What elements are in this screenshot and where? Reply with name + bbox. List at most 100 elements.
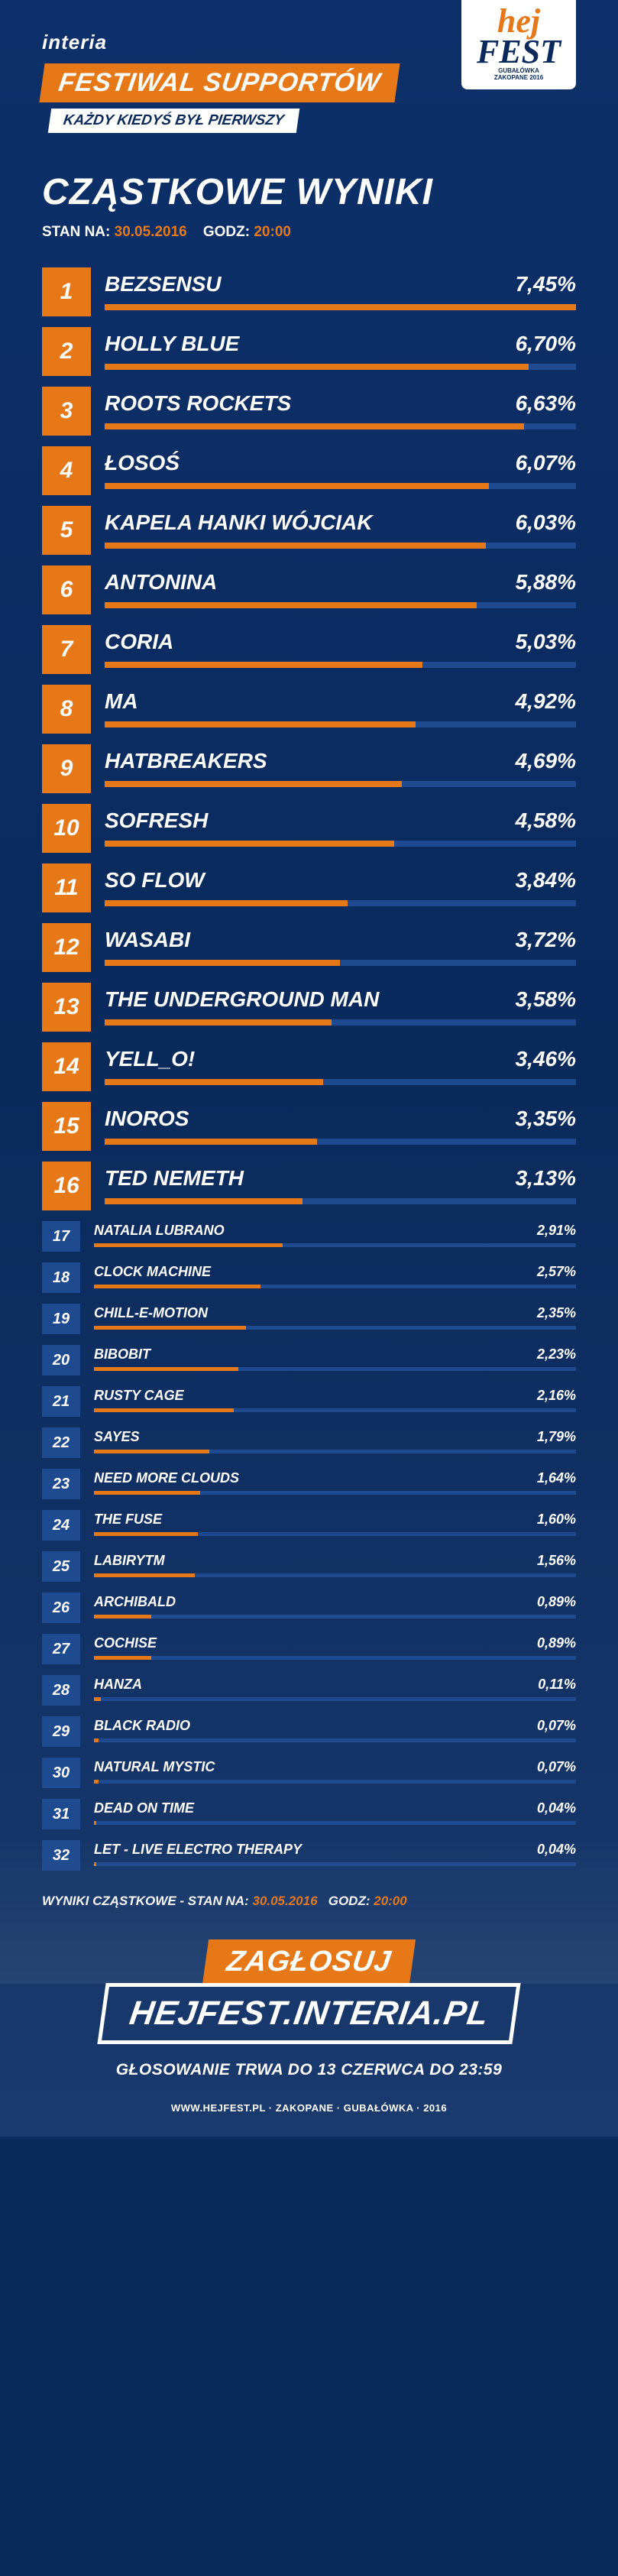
rank-box: 9 xyxy=(42,744,91,793)
bar-fill xyxy=(94,1862,96,1866)
rank-box: 29 xyxy=(42,1716,80,1747)
bar-track xyxy=(105,1139,576,1145)
bar-track xyxy=(94,1367,576,1371)
footer-note: WYNIKI CZĄSTKOWE - STAN NA: 30.05.2016 G… xyxy=(42,1894,576,1909)
percent-value: 5,88% xyxy=(516,570,576,595)
bar-fill xyxy=(105,781,402,787)
percent-value: 1,64% xyxy=(537,1470,576,1486)
rank-box: 18 xyxy=(42,1262,80,1293)
festival-banner: FESTIWAL SUPPORTÓW xyxy=(39,63,400,102)
percent-value: 0,07% xyxy=(537,1759,576,1775)
band-name: DEAD ON TIME xyxy=(94,1800,194,1816)
band-name: MA xyxy=(105,689,138,714)
band-name: SAYES xyxy=(94,1429,140,1445)
band-name: BLACK RADIO xyxy=(94,1718,190,1734)
band-name: CORIA xyxy=(105,630,173,654)
bar-track xyxy=(105,602,576,608)
bar-track xyxy=(105,662,576,668)
band-name: TED NEMETH xyxy=(105,1166,244,1191)
rank-box: 6 xyxy=(42,565,91,614)
band-name: COCHISE xyxy=(94,1635,157,1651)
band-name: KAPELA HANKI WÓJCIAK xyxy=(105,510,373,535)
result-row: 1BEZSENSU7,45% xyxy=(42,267,576,316)
bar-fill xyxy=(105,1079,323,1085)
bar-track xyxy=(94,1326,576,1330)
bar-track xyxy=(94,1862,576,1866)
percent-value: 0,11% xyxy=(538,1677,576,1693)
bar-fill xyxy=(94,1656,151,1660)
result-row: 10SOFRESH4,58% xyxy=(42,804,576,853)
band-name: SOFRESH xyxy=(105,808,208,833)
bar-fill xyxy=(94,1285,260,1288)
bar-fill xyxy=(94,1697,101,1701)
result-row: 24THE FUSE1,60% xyxy=(42,1510,576,1541)
bar-track xyxy=(105,960,576,966)
bar-track xyxy=(105,721,576,727)
bar-fill xyxy=(94,1326,246,1330)
result-row: 8MA4,92% xyxy=(42,685,576,734)
percent-value: 0,04% xyxy=(537,1800,576,1816)
rank-box: 13 xyxy=(42,983,91,1032)
bar-track xyxy=(94,1697,576,1701)
percent-value: 2,57% xyxy=(537,1264,576,1280)
bar-fill xyxy=(94,1367,238,1371)
bar-track xyxy=(105,304,576,310)
band-name: BIBOBIT xyxy=(94,1346,150,1363)
bar-area: NATALIA LUBRANO2,91% xyxy=(94,1221,576,1252)
bar-fill xyxy=(94,1780,99,1784)
percent-value: 0,89% xyxy=(537,1594,576,1610)
cta-vote-button[interactable]: ZAGŁOSUJ xyxy=(202,1939,416,1985)
rank-box: 7 xyxy=(42,625,91,674)
bar-fill xyxy=(94,1243,283,1247)
bar-area: BLACK RADIO0,07% xyxy=(94,1716,576,1747)
result-row: 28HANZA0,11% xyxy=(42,1675,576,1706)
result-row: 2HOLLY BLUE6,70% xyxy=(42,327,576,376)
results-list: 1BEZSENSU7,45%2HOLLY BLUE6,70%3ROOTS ROC… xyxy=(42,267,576,1871)
rank-box: 23 xyxy=(42,1469,80,1499)
bar-fill xyxy=(94,1615,151,1619)
cta-section: ZAGŁOSUJ HEJFEST.INTERIA.PL GŁOSOWANIE T… xyxy=(42,1939,576,2079)
bar-area: INOROS3,35% xyxy=(105,1102,576,1151)
result-row: 25LABIRYTM1,56% xyxy=(42,1551,576,1582)
rank-box: 2 xyxy=(42,327,91,376)
bar-area: TED NEMETH3,13% xyxy=(105,1162,576,1210)
bar-fill xyxy=(105,602,477,608)
rank-box: 14 xyxy=(42,1042,91,1091)
bar-area: BIBOBIT2,23% xyxy=(94,1345,576,1375)
rank-box: 28 xyxy=(42,1675,80,1706)
bar-track xyxy=(94,1780,576,1784)
result-row: 31DEAD ON TIME0,04% xyxy=(42,1799,576,1829)
percent-value: 4,58% xyxy=(516,808,576,833)
bar-fill xyxy=(105,721,416,727)
bar-area: ANTONINA5,88% xyxy=(105,565,576,614)
bottom-credits: WWW.HEJFEST.PL · ZAKOPANE · GUBAŁÓWKA · … xyxy=(42,2102,576,2114)
bar-track xyxy=(94,1573,576,1577)
bar-track xyxy=(94,1738,576,1742)
rank-box: 27 xyxy=(42,1634,80,1664)
result-row: 17NATALIA LUBRANO2,91% xyxy=(42,1221,576,1252)
result-row: 18CLOCK MACHINE2,57% xyxy=(42,1262,576,1293)
rank-box: 32 xyxy=(42,1840,80,1871)
percent-value: 1,56% xyxy=(537,1553,576,1569)
bar-fill xyxy=(105,1198,303,1204)
bar-area: COCHISE0,89% xyxy=(94,1634,576,1664)
cta-url[interactable]: HEJFEST.INTERIA.PL xyxy=(97,1983,521,2044)
header-left: interia FESTIWAL SUPPORTÓW KAŻDY KIEDYŚ … xyxy=(42,31,461,133)
percent-value: 2,35% xyxy=(537,1305,576,1321)
bar-fill xyxy=(94,1408,234,1412)
page-title: CZĄSTKOWE WYNIKI xyxy=(42,171,576,213)
bar-area: MA 4,92% xyxy=(105,685,576,734)
percent-value: 7,45% xyxy=(516,272,576,296)
interia-logo: interia xyxy=(42,31,461,54)
percent-value: 4,92% xyxy=(516,689,576,714)
rank-box: 24 xyxy=(42,1510,80,1541)
bar-track xyxy=(94,1243,576,1247)
result-row: 9HATBREAKERS4,69% xyxy=(42,744,576,793)
result-row: 13THE UNDERGROUND MAN3,58% xyxy=(42,983,576,1032)
bar-track xyxy=(105,900,576,906)
bar-track xyxy=(105,423,576,429)
rank-box: 30 xyxy=(42,1758,80,1788)
bar-fill xyxy=(94,1821,96,1825)
result-row: 6 ANTONINA5,88% xyxy=(42,565,576,614)
bar-track xyxy=(94,1821,576,1825)
